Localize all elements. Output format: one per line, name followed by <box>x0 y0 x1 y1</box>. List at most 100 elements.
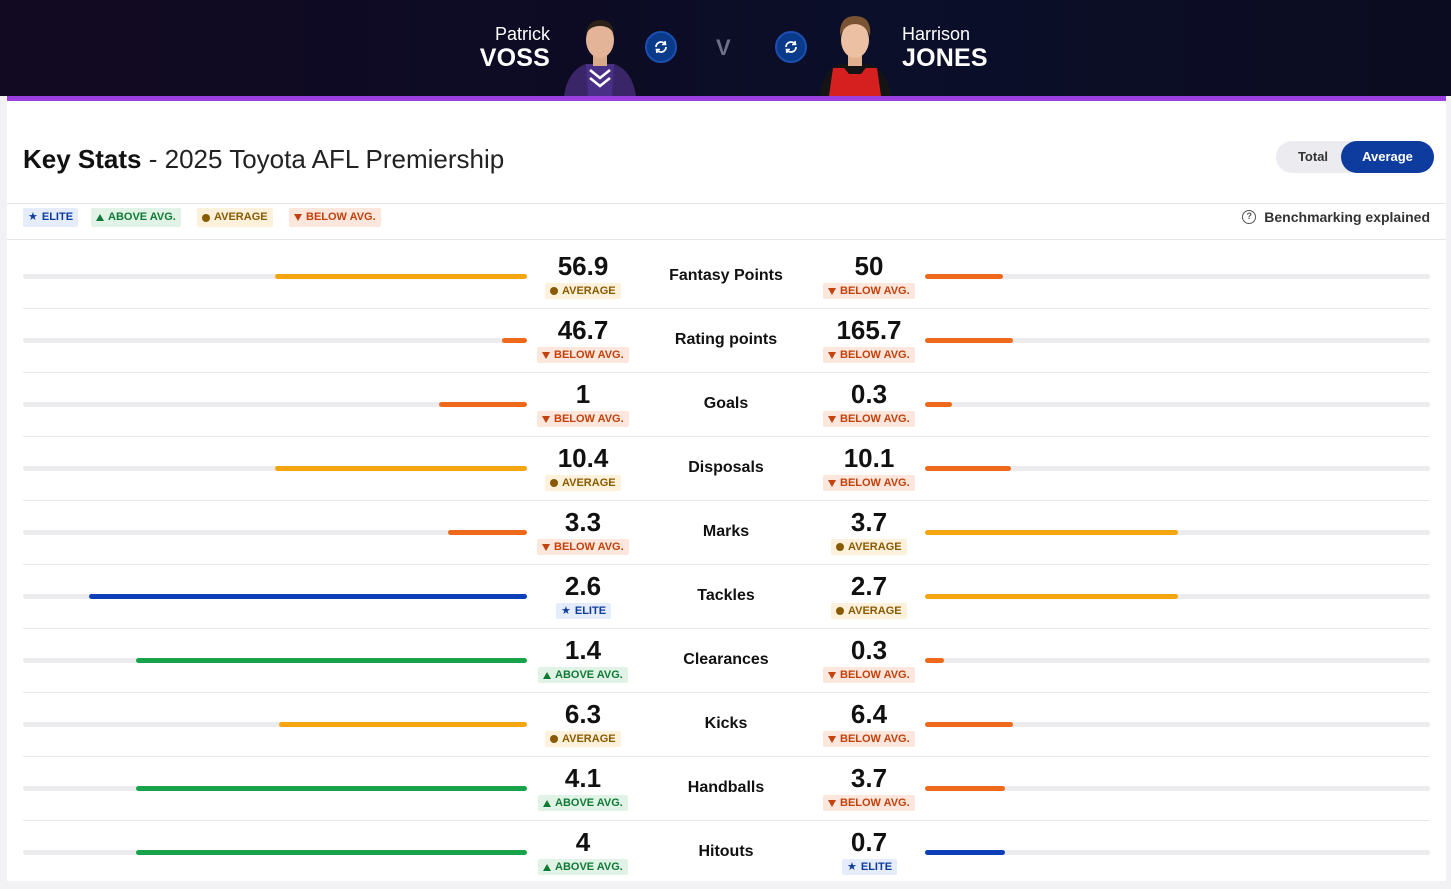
left-player-swap-button[interactable] <box>645 31 677 63</box>
left-player-portrait <box>564 20 636 96</box>
right-benchmark-label: BELOW AVG. <box>840 413 910 425</box>
right-benchmark-badge: BELOW AVG. <box>823 347 915 363</box>
right-stat-bar <box>925 530 1178 535</box>
left-stat-bar <box>448 530 527 535</box>
right-stat-bar <box>925 466 1011 471</box>
question-circle-icon: ? <box>1242 210 1257 224</box>
left-benchmark-badge: BELOW AVG. <box>537 411 629 427</box>
left-stat-bar <box>136 850 527 855</box>
left-stat-value: 10.4 <box>557 443 609 473</box>
stat-row: 3.3 BELOW AVG. Marks 3.7 AVERAGE <box>23 501 1430 565</box>
title-row: Key Stats - 2025 Toyota AFL Premiership … <box>7 101 1446 204</box>
right-player-swap-button[interactable] <box>775 31 807 63</box>
triangle-down-icon <box>542 543 550 551</box>
right-benchmark-label: BELOW AVG. <box>840 285 910 297</box>
right-benchmark-label: AVERAGE <box>848 541 902 553</box>
stat-row: 1 BELOW AVG. Goals 0.3 BELOW AVG. <box>23 373 1430 437</box>
legend-above-label: ABOVE AVG. <box>108 211 176 223</box>
stats-table: 56.9 AVERAGE Fantasy Points 50 BELOW AVG. 46.… <box>23 245 1430 885</box>
right-benchmark-badge: BELOW AVG. <box>823 731 915 747</box>
stat-row: 10.4 AVERAGE Disposals 10.1 BELOW AVG. <box>23 437 1430 501</box>
toggle-total-option[interactable]: Total <box>1297 149 1329 164</box>
left-stat-value: 4.1 <box>564 763 602 793</box>
left-benchmark-badge: ABOVE AVG. <box>538 667 628 683</box>
title-separator: - <box>141 144 165 174</box>
triangle-up-icon <box>543 863 551 871</box>
triangle-up-icon <box>543 671 551 679</box>
right-benchmark-label: BELOW AVG. <box>840 733 910 745</box>
right-player-portrait <box>819 16 891 96</box>
left-stat-bar-track <box>23 530 527 535</box>
right-stat-bar <box>925 850 1005 855</box>
right-stat-bar <box>925 338 1013 343</box>
left-stat-bar-track <box>23 338 527 343</box>
dot-icon <box>202 213 210 222</box>
legend-below-average: BELOW AVG. <box>289 208 381 227</box>
left-stat-bar <box>439 402 527 407</box>
right-stat-value: 0.7 <box>850 827 888 857</box>
left-stat-bar <box>275 274 527 279</box>
right-stat-bar-track <box>925 466 1430 471</box>
swap-icon <box>785 40 797 54</box>
triangle-down-icon <box>828 415 836 423</box>
stat-label: Goals <box>703 395 749 412</box>
right-benchmark-label: BELOW AVG. <box>840 477 910 489</box>
right-benchmark-badge: BELOW AVG. <box>823 667 915 683</box>
left-stat-bar <box>89 594 527 599</box>
left-stat-bar <box>279 722 527 727</box>
left-benchmark-label: BELOW AVG. <box>554 541 624 553</box>
versus-label: V <box>716 35 731 60</box>
stat-row: 2.6 ★ ELITE Tackles 2.7 AVERAGE <box>23 565 1430 629</box>
benchmarking-explained-label: Benchmarking explained <box>1264 209 1430 225</box>
right-player-first-name: Harrison <box>902 24 971 44</box>
right-stat-value: 3.7 <box>850 507 888 537</box>
right-benchmark-badge: ★ ELITE <box>842 859 898 875</box>
right-benchmark-badge: BELOW AVG. <box>823 283 915 299</box>
left-stat-value: 1.4 <box>564 635 602 665</box>
legend-average-label: AVERAGE <box>214 211 268 223</box>
right-benchmark-label: BELOW AVG. <box>840 669 910 681</box>
right-stat-bar <box>925 594 1178 599</box>
title-competition: 2025 Toyota AFL Premiership <box>164 144 505 174</box>
stat-row: 1.4 ABOVE AVG. Clearances 0.3 BELOW AVG. <box>23 629 1430 693</box>
left-benchmark-badge: AVERAGE <box>545 283 621 299</box>
comparison-header: Patrick VOSS V <box>0 0 1451 96</box>
benchmarking-explained-link[interactable]: ? Benchmarking explained <box>1242 209 1430 225</box>
right-benchmark-label: BELOW AVG. <box>840 349 910 361</box>
right-stat-bar-track <box>925 530 1430 535</box>
triangle-down-icon <box>828 351 836 359</box>
stat-row: 4 ABOVE AVG. Hitouts 0.7 ★ ELITE <box>23 821 1430 885</box>
stat-row: 6.3 AVERAGE Kicks 6.4 BELOW AVG. <box>23 693 1430 757</box>
left-stat-value: 3.3 <box>564 507 602 537</box>
left-stat-bar <box>275 466 527 471</box>
right-benchmark-badge: AVERAGE <box>831 603 907 619</box>
star-icon: ★ <box>847 860 857 873</box>
right-stat-bar <box>925 722 1013 727</box>
left-benchmark-label: AVERAGE <box>562 733 616 745</box>
legend-above-average: ABOVE AVG. <box>91 208 181 227</box>
right-stat-value: 3.7 <box>850 763 888 793</box>
dot-icon <box>836 607 844 615</box>
left-stat-bar <box>136 786 527 791</box>
left-benchmark-label: BELOW AVG. <box>554 349 624 361</box>
left-stat-value: 56.9 <box>557 251 609 281</box>
stat-row: 56.9 AVERAGE Fantasy Points 50 BELOW AVG. <box>23 245 1430 309</box>
toggle-average-option[interactable]: Average <box>1341 141 1434 173</box>
left-benchmark-badge: AVERAGE <box>545 475 621 491</box>
triangle-down-icon <box>542 415 550 423</box>
left-player-last-name: VOSS <box>479 44 550 72</box>
right-player-name[interactable]: Harrison JONES <box>902 25 988 71</box>
right-stat-bar-track <box>925 658 1430 663</box>
left-stat-bar-track <box>23 658 527 663</box>
left-player-name[interactable]: Patrick VOSS <box>480 25 550 71</box>
stat-label: Disposals <box>688 459 764 476</box>
legend-average: AVERAGE <box>197 208 273 227</box>
right-benchmark-badge: BELOW AVG. <box>823 411 915 427</box>
right-stat-value: 165.7 <box>836 315 902 345</box>
right-stat-value: 50 <box>854 251 884 281</box>
left-stat-bar-track <box>23 274 527 279</box>
legend-elite: ★ ELITE <box>23 208 79 227</box>
right-stat-bar <box>925 786 1005 791</box>
total-average-toggle[interactable]: Total Average <box>1276 141 1434 173</box>
swap-icon <box>655 40 667 54</box>
